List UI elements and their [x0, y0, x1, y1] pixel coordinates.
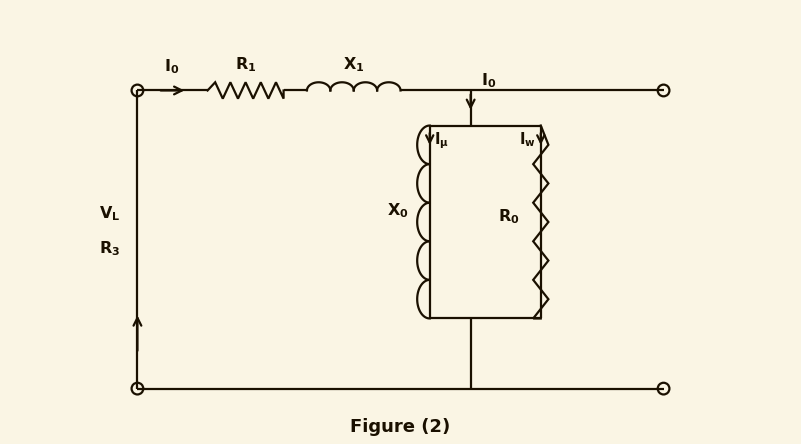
Text: $\mathbf{V_L}$: $\mathbf{V_L}$ [99, 204, 120, 222]
Text: $\mathbf{I_0}$: $\mathbf{I_0}$ [481, 72, 497, 91]
Text: $\mathbf{I_w}$: $\mathbf{I_w}$ [519, 130, 536, 149]
Text: $\mathbf{R_3}$: $\mathbf{R_3}$ [99, 239, 120, 258]
Text: Figure (2): Figure (2) [350, 418, 451, 436]
Text: $\mathbf{X_1}$: $\mathbf{X_1}$ [343, 56, 364, 74]
Text: $\mathbf{R_1}$: $\mathbf{R_1}$ [235, 56, 256, 74]
Text: $\mathbf{I_0}$: $\mathbf{I_0}$ [163, 57, 179, 76]
Text: $\mathbf{I_\mu}$: $\mathbf{I_\mu}$ [434, 130, 449, 151]
Text: $\mathbf{X_0}$: $\mathbf{X_0}$ [387, 201, 409, 220]
Text: $\mathbf{R_0}$: $\mathbf{R_0}$ [498, 207, 520, 226]
